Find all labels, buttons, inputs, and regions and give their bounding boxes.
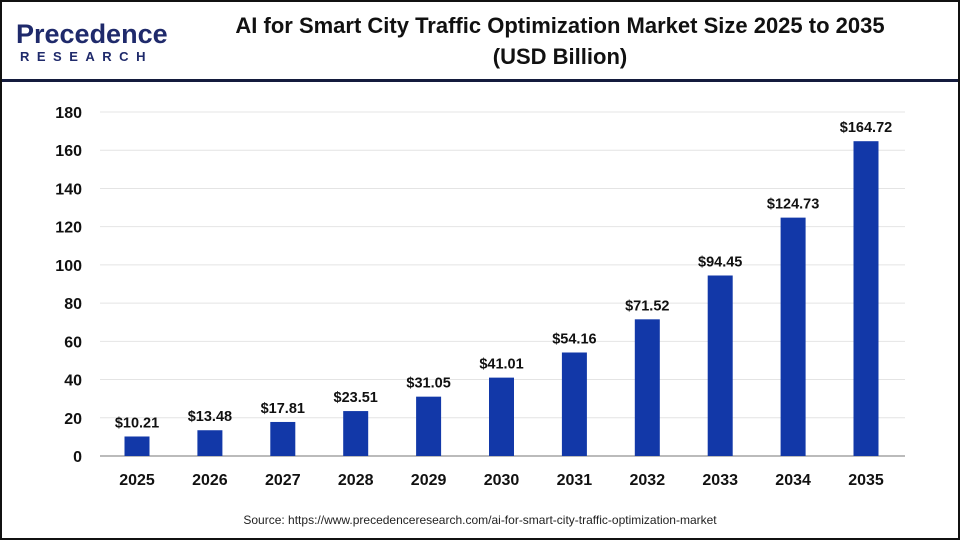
- data-label: $94.45: [698, 254, 742, 270]
- logo-subtext: RESEARCH: [20, 49, 153, 64]
- x-tick-label: 2027: [265, 472, 301, 489]
- bar: [197, 430, 223, 456]
- data-label: $10.21: [115, 415, 159, 431]
- bar: [270, 421, 296, 456]
- y-tick-label: 180: [55, 105, 82, 122]
- y-tick-label: 40: [64, 373, 82, 390]
- bar: [124, 436, 150, 456]
- data-label: $41.01: [479, 357, 523, 373]
- data-label: $13.48: [188, 409, 232, 425]
- data-label: $17.81: [261, 401, 305, 417]
- y-tick-label: 140: [55, 181, 82, 198]
- data-label: $71.52: [625, 298, 669, 314]
- data-label: $164.72: [840, 120, 892, 136]
- x-tick-label: 2029: [411, 472, 447, 489]
- y-tick-label: 100: [55, 258, 82, 275]
- data-label: $23.51: [334, 390, 378, 406]
- chart-title: AI for Smart City Traffic Optimization M…: [170, 10, 950, 72]
- x-tick-label: 2035: [848, 472, 884, 489]
- y-tick-label: 160: [55, 143, 82, 160]
- bar: [561, 352, 587, 456]
- title-line-1: AI for Smart City Traffic Optimization M…: [235, 13, 885, 38]
- x-tick-label: 2026: [192, 472, 228, 489]
- x-tick-label: 2025: [119, 472, 155, 489]
- y-tick-label: 80: [64, 296, 82, 313]
- data-label: $54.16: [552, 331, 596, 347]
- y-tick-label: 60: [64, 334, 82, 351]
- x-tick-label: 2028: [338, 472, 374, 489]
- data-label: $31.05: [406, 376, 450, 392]
- x-tick-label: 2030: [484, 472, 520, 489]
- source-note: Source: https://www.precedenceresearch.c…: [243, 513, 717, 527]
- bar: [416, 396, 442, 456]
- y-tick-label: 20: [64, 411, 82, 428]
- x-tick-label: 2031: [557, 472, 593, 489]
- bar: [707, 275, 733, 456]
- y-tick-label: 0: [73, 449, 82, 466]
- title-line-2: (USD Billion): [492, 44, 628, 69]
- precedence-research-logo: Precedence RESEARCH: [16, 20, 168, 64]
- x-tick-label: 2033: [702, 472, 738, 489]
- bar: [634, 319, 660, 456]
- data-label: $124.73: [767, 197, 819, 213]
- header-divider: [2, 79, 958, 82]
- bar: [489, 377, 514, 456]
- logo-text: Precedence: [16, 19, 168, 49]
- bar: [343, 411, 369, 456]
- x-tick-label: 2034: [775, 472, 811, 489]
- x-tick-label: 2032: [630, 472, 666, 489]
- y-tick-label: 120: [55, 220, 82, 237]
- bar: [780, 217, 806, 456]
- bar: [853, 141, 879, 456]
